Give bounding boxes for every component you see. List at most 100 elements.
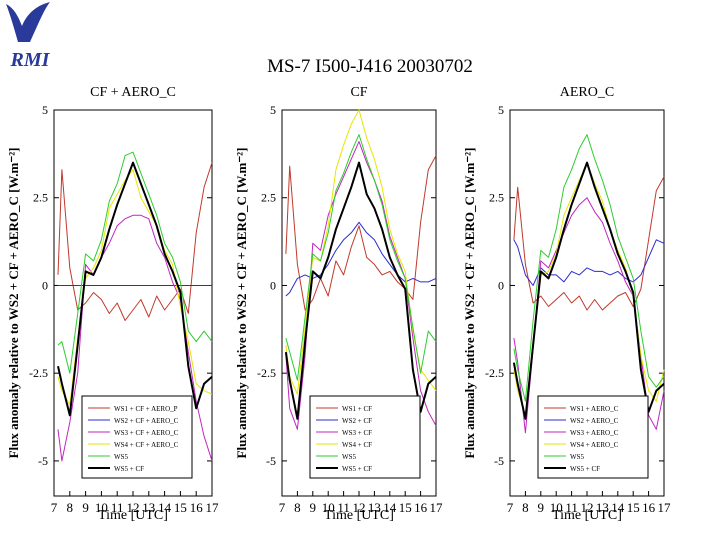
x-tick-label: 17 bbox=[658, 500, 672, 515]
y-tick-label: 0 bbox=[42, 278, 48, 292]
legend-box bbox=[81, 395, 193, 479]
chart-panel-2: CF 5 2.5 0 -2.5 -5 7 8 9 10 11 12 13 14 15 16 17 Time [UT… bbox=[234, 85, 443, 523]
x-tick-label: 12 bbox=[581, 500, 594, 515]
legend-entry: WS4 + CF + AERO_C bbox=[114, 441, 179, 449]
y-tick-label: -5 bbox=[494, 454, 504, 468]
y-axis-label: Flux anomaly relative to WS2 + CF + AERO… bbox=[234, 148, 249, 459]
y-axis-label: Flux anomaly relative to WS2 + CF + AERO… bbox=[462, 148, 477, 459]
legend-entry: WS4 + AERO_C bbox=[570, 441, 619, 449]
legend-box bbox=[309, 395, 421, 479]
legend-entry: WS2 + CF + AERO_C bbox=[114, 417, 179, 425]
y-tick-label: 2.5 bbox=[489, 191, 504, 205]
rmi-logo: RMI bbox=[6, 2, 51, 71]
chart-title: CF bbox=[350, 85, 367, 100]
y-tick-label: 0 bbox=[270, 278, 276, 292]
series-line-6 bbox=[512, 161, 665, 420]
rmi-logo-text: RMI bbox=[10, 49, 51, 71]
legend-entry: WS5 + CF bbox=[342, 465, 372, 473]
legend: WS1 + CF WS2 + CF WS3 + CF WS4 + CF WS5 WS5 +… bbox=[309, 395, 421, 479]
x-tick-label: 16 bbox=[414, 500, 428, 515]
x-axis-label: Time [UTC] bbox=[324, 508, 394, 523]
x-tick-label: 9 bbox=[310, 500, 317, 515]
legend-entry: WS5 + CF bbox=[570, 465, 600, 473]
x-tick-label: 9 bbox=[538, 500, 545, 515]
series-line-2 bbox=[513, 239, 665, 286]
legend-box bbox=[537, 395, 649, 479]
series-line-3 bbox=[285, 141, 437, 430]
series-line-6 bbox=[284, 161, 437, 420]
y-axis-label: Flux anomaly relative to WS2 + CF + AERO… bbox=[6, 148, 21, 459]
series-line-2 bbox=[285, 221, 437, 297]
legend-entry: WS5 bbox=[342, 453, 357, 461]
x-tick-label: 14 bbox=[158, 500, 172, 515]
y-tick-label: 5 bbox=[498, 103, 504, 117]
series-line-5 bbox=[513, 134, 665, 402]
x-tick-label: 11 bbox=[337, 500, 350, 515]
series-line-1 bbox=[57, 162, 213, 321]
x-tick-label: 7 bbox=[507, 500, 514, 515]
legend-entry: WS4 + CF bbox=[342, 441, 372, 449]
x-tick-label: 12 bbox=[353, 500, 366, 515]
series-line-6 bbox=[57, 161, 213, 417]
y-tick-label: 5 bbox=[270, 103, 276, 117]
x-tick-label: 8 bbox=[67, 500, 74, 515]
x-tick-label: 11 bbox=[565, 500, 578, 515]
x-tick-label: 10 bbox=[550, 500, 563, 515]
y-tick-label: 2.5 bbox=[33, 191, 48, 205]
rmi-logo-shape bbox=[6, 2, 50, 42]
series-line-5 bbox=[285, 134, 437, 381]
x-tick-label: 14 bbox=[611, 500, 625, 515]
y-tick-label: -2.5 bbox=[257, 366, 276, 380]
series-line-5 bbox=[57, 151, 213, 374]
legend: WS1 + AERO_C WS2 + AERO_C WS3 + AERO_C WS4 … bbox=[537, 395, 649, 479]
y-tick-label: -2.5 bbox=[485, 366, 504, 380]
y-tick-label: 5 bbox=[42, 103, 48, 117]
legend-entry: WS2 + AERO_C bbox=[570, 417, 619, 425]
legend-entry: WS3 + CF bbox=[342, 429, 372, 437]
x-tick-label: 13 bbox=[142, 500, 155, 515]
legend-entry: WS5 + CF bbox=[114, 465, 144, 473]
x-tick-label: 17 bbox=[206, 500, 220, 515]
page-title: MS-7 I500-J416 20030702 bbox=[267, 56, 473, 77]
x-tick-label: 16 bbox=[642, 500, 656, 515]
y-tick-label: -5 bbox=[266, 454, 276, 468]
series-line-4 bbox=[285, 109, 437, 395]
x-tick-label: 12 bbox=[127, 500, 140, 515]
chart-title: CF + AERO_C bbox=[90, 85, 176, 100]
legend-entry: WS3 + CF + AERO_C bbox=[114, 429, 179, 437]
x-tick-label: 10 bbox=[95, 500, 108, 515]
x-tick-label: 11 bbox=[111, 500, 124, 515]
x-axis-label: Time [UTC] bbox=[552, 508, 622, 523]
x-tick-label: 15 bbox=[399, 500, 412, 515]
x-tick-label: 13 bbox=[596, 500, 609, 515]
x-tick-label: 9 bbox=[82, 500, 89, 515]
x-axis-label: Time [UTC] bbox=[98, 508, 168, 523]
legend-entry: WS3 + AERO_C bbox=[570, 429, 619, 437]
legend-entry: WS2 + CF bbox=[342, 417, 372, 425]
x-tick-label: 8 bbox=[294, 500, 301, 515]
x-tick-label: 15 bbox=[174, 500, 187, 515]
legend-entry: WS5 bbox=[114, 453, 129, 461]
chart-panel-1: CF + AERO_C 5 2.5 0 -2.5 -5 7 8 9 10 11 12 13 14 15 16 1… bbox=[6, 85, 219, 523]
x-tick-label: 16 bbox=[190, 500, 204, 515]
x-tick-label: 15 bbox=[627, 500, 640, 515]
x-tick-label: 13 bbox=[368, 500, 381, 515]
legend-entry: WS1 + CF bbox=[342, 405, 372, 413]
legend-entry: WS1 + AERO_C bbox=[570, 405, 619, 413]
y-tick-label: 2.5 bbox=[261, 191, 276, 205]
x-tick-label: 8 bbox=[522, 500, 529, 515]
y-tick-label: 0 bbox=[498, 278, 504, 292]
x-tick-label: 10 bbox=[322, 500, 335, 515]
x-tick-label: 7 bbox=[51, 500, 58, 515]
legend-entry: WS1 + CF + AERO_P bbox=[114, 405, 178, 413]
x-tick-label: 14 bbox=[383, 500, 397, 515]
chart-panel-3: AERO_C 5 2.5 0 -2.5 -5 7 8 9 10 11 12 13 14 15 16 17 Time… bbox=[462, 85, 671, 523]
chart-title: AERO_C bbox=[560, 85, 614, 100]
legend: WS1 + CF + AERO_P WS2 + CF + AERO_C WS3 + … bbox=[81, 395, 193, 479]
x-tick-label: 7 bbox=[279, 500, 286, 515]
y-tick-label: -2.5 bbox=[29, 366, 48, 380]
x-tick-label: 17 bbox=[430, 500, 444, 515]
y-tick-label: -5 bbox=[38, 454, 48, 468]
legend-entry: WS5 bbox=[570, 453, 585, 461]
